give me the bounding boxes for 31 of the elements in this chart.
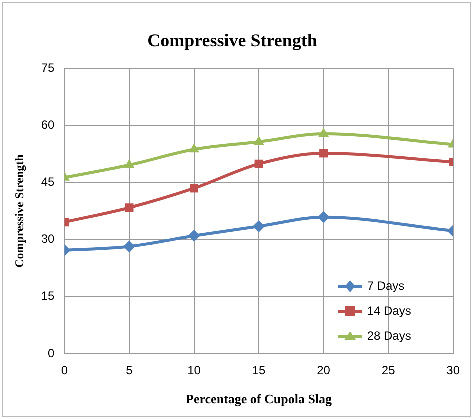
point [320, 149, 328, 158]
point [190, 184, 199, 193]
point [254, 136, 264, 146]
legend-label: 14 Days [367, 304, 412, 318]
x-tick-label: 25 [382, 364, 396, 378]
point [125, 204, 134, 212]
y-tick-label: 15 [41, 289, 56, 304]
x-tick-label: 5 [126, 364, 134, 378]
y-tick-label: 45 [41, 175, 56, 190]
y-axis-title: Compressive Strength [12, 154, 26, 268]
point [318, 128, 329, 138]
x-tick-label: 15 [252, 364, 266, 378]
x-tick-label: 10 [188, 364, 202, 378]
legend-label: 28 Days [367, 328, 412, 343]
point [254, 160, 264, 168]
point [124, 159, 135, 168]
x-axis-title: Percentage of Cupola Slag [186, 392, 333, 407]
x-tick-label: 20 [317, 364, 331, 378]
y-tick-label: 30 [41, 232, 56, 246]
point [189, 144, 200, 153]
x-tick-label: 30 [446, 364, 460, 378]
point [124, 240, 136, 253]
x-tick-label: 0 [61, 364, 68, 378]
point [188, 230, 200, 242]
y-tick-label: 75 [41, 60, 56, 75]
chart-title: Compressive Strength [148, 30, 318, 50]
y-tick-label: 0 [48, 346, 56, 360]
y-tick-label: 60 [41, 118, 56, 132]
point [318, 211, 330, 224]
legend-label: 7 Days [367, 278, 405, 293]
point [253, 220, 266, 233]
